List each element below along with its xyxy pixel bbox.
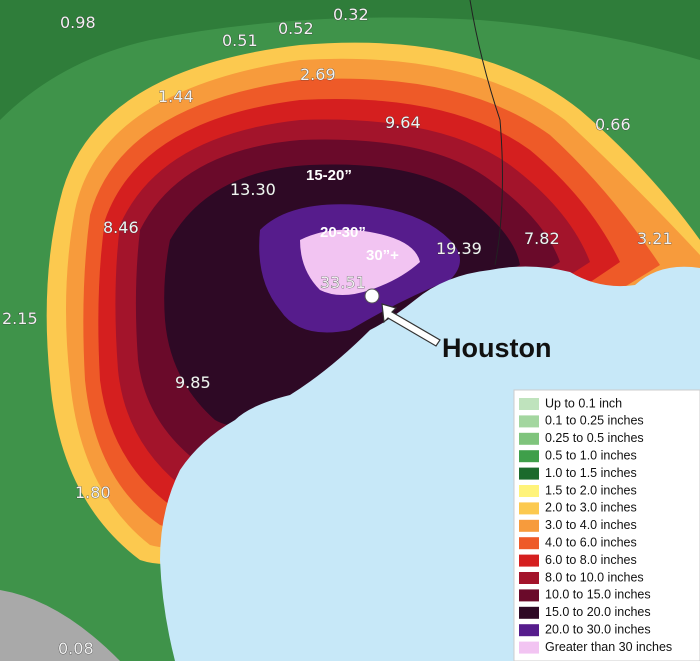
legend-box [513, 389, 700, 661]
rain-bands [46, 42, 700, 564]
rainfall-value: 0.66 [595, 115, 631, 134]
rainfall-value: 2.15 [2, 309, 38, 328]
mexico [0, 590, 120, 661]
legend-label: 8.0 to 10.0 inches [545, 570, 644, 584]
land-dark [0, 0, 700, 120]
arrow [381, 303, 441, 347]
legend-swatch [519, 641, 539, 654]
rainfall-value: 9.85 [175, 373, 211, 392]
legend-label: 0.25 to 0.5 inches [545, 431, 644, 445]
band [300, 229, 420, 295]
legend-swatch [519, 519, 539, 532]
rainfall-value: 2.69 [300, 65, 336, 84]
labels: 0.98 0.51 0.52 0.32 2.69 1.44 9.64 0.66 13.30 8.4… [2, 5, 673, 659]
houston-marker [364, 288, 380, 304]
legend-label: Greater than 30 inches [545, 640, 672, 654]
legend-swatch [519, 485, 539, 497]
state-border [469, 0, 503, 266]
rainfall-value: 1.80 [75, 483, 111, 502]
rainfall-value: 9.64 [385, 113, 421, 132]
legend-swatch [519, 572, 539, 584]
legend-label: 1.5 to 2.0 inches [545, 483, 637, 497]
rainfall-value: 0.98 [60, 13, 96, 32]
rainfall-value: 19.39 [436, 239, 482, 258]
legend-swatch [519, 450, 539, 463]
rainfall-value: 8.46 [103, 218, 139, 237]
legend-label: 20.0 to 30.0 inches [545, 622, 651, 636]
rainfall-value: 0.52 [278, 19, 314, 38]
zone-label: 20-30” [320, 224, 366, 241]
rainfall-value: 0.51 [222, 31, 258, 50]
legend-label: 0.5 to 1.0 inches [545, 448, 637, 462]
rainfall-value: 1.44 [158, 87, 194, 106]
rainfall-value: 33.51 [320, 273, 366, 292]
rainfall-value: 7.82 [524, 229, 560, 248]
legend-label: 2.0 to 3.0 inches [545, 501, 637, 515]
rainfall-value: 0.08 [58, 639, 94, 658]
legend-swatch [519, 398, 539, 410]
zone-label: 30”+ [366, 247, 399, 264]
legend-swatch [519, 589, 539, 602]
legend-label: 10.0 to 15.0 inches [545, 588, 651, 602]
legend-swatch [519, 415, 539, 428]
legend-label: 4.0 to 6.0 inches [545, 535, 637, 549]
rainfall-value: 3.21 [637, 229, 673, 248]
legend-swatch [519, 606, 539, 619]
legend-label: 6.0 to 8.0 inches [545, 553, 637, 567]
legend-label: Up to 0.1 inch [545, 396, 622, 410]
rainfall-value: 0.32 [333, 5, 369, 24]
legend-swatch [519, 624, 539, 637]
callout: Houston [442, 333, 551, 363]
legend-swatch [519, 432, 539, 445]
legend: Up to 0.1 inch 0.1 to 0.25 inches 0.25 to … [513, 389, 700, 661]
legend-label: 3.0 to 4.0 inches [545, 518, 637, 532]
legend-label: 15.0 to 20.0 inches [545, 605, 651, 619]
rainfall-value: 13.30 [230, 180, 276, 199]
legend-swatch [519, 467, 539, 480]
legend-label: 1.0 to 1.5 inches [545, 466, 637, 480]
legend-swatch [519, 554, 539, 567]
zone-label: 15-20” [306, 167, 352, 184]
legend-label: 0.1 to 0.25 inches [545, 414, 644, 428]
legend-swatch [519, 502, 539, 515]
legend-swatch [519, 537, 539, 550]
